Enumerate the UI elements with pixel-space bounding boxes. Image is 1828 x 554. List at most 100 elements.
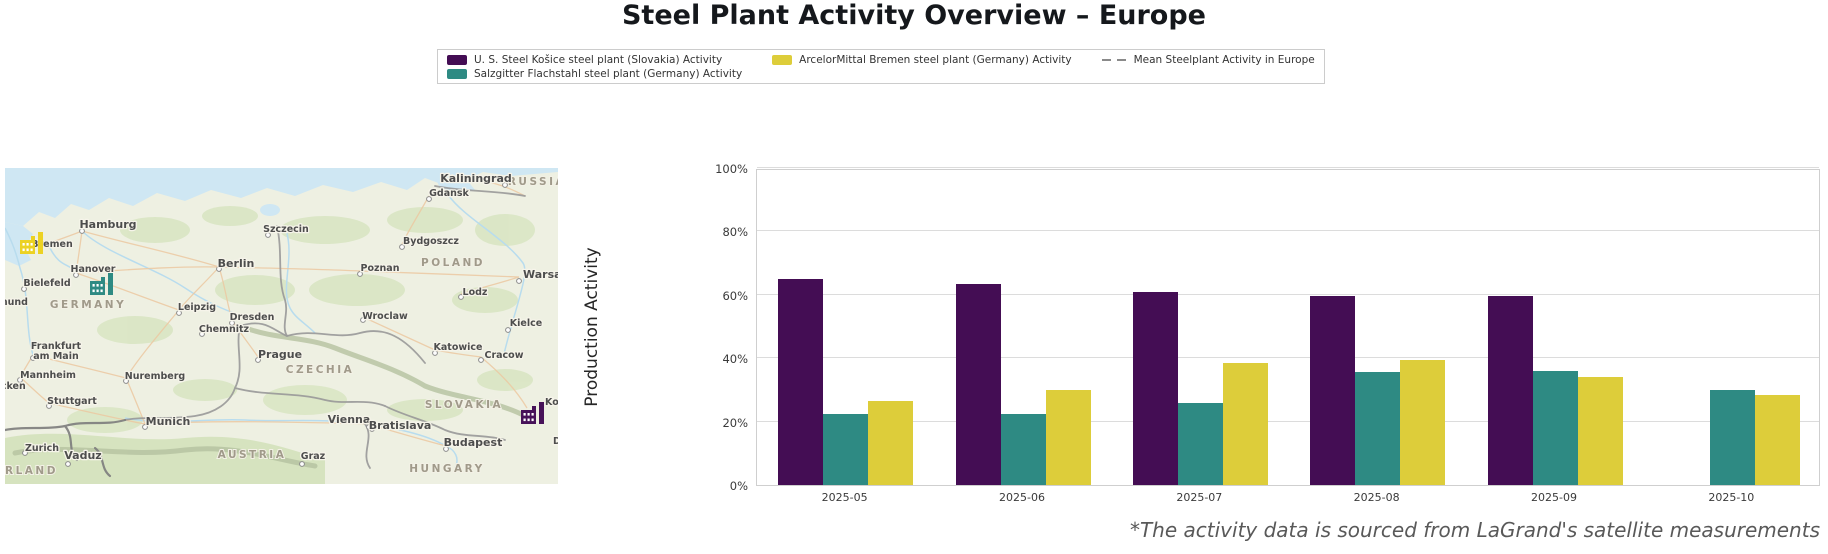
bar bbox=[1487, 296, 1533, 485]
city-label: Saarbrucken bbox=[5, 381, 26, 392]
city-label: Dortmund bbox=[5, 297, 28, 308]
city-label: Gdansk bbox=[429, 188, 469, 199]
city-label: Mannheim bbox=[20, 370, 76, 381]
bar bbox=[1577, 377, 1623, 485]
legend-item: U. S. Steel Košice steel plant (Slovakia… bbox=[447, 54, 742, 66]
city-label: Warsaw bbox=[523, 268, 558, 281]
country-label: RUSSIA bbox=[508, 176, 558, 188]
city-label: Hanover bbox=[71, 264, 116, 275]
factory-window bbox=[96, 284, 99, 287]
gridline bbox=[757, 167, 1819, 168]
city-label: Katowice bbox=[434, 342, 483, 353]
x-tick-label: 2025-09 bbox=[1531, 491, 1577, 504]
city-dot bbox=[65, 461, 71, 467]
city-label: Bielefeld bbox=[23, 278, 70, 289]
city-dot bbox=[79, 228, 85, 234]
city-dot bbox=[478, 357, 484, 363]
city-dot bbox=[516, 278, 522, 284]
legend-color-patch bbox=[447, 68, 467, 79]
factory-building bbox=[521, 410, 536, 424]
city-dot bbox=[142, 424, 148, 430]
city-dot bbox=[432, 350, 438, 356]
legend-item: ArcelorMittal Bremen steel plant (German… bbox=[772, 53, 1072, 66]
map-base-layers bbox=[5, 168, 558, 484]
factory-building bbox=[90, 281, 105, 295]
legend-item-label: ArcelorMittal Bremen steel plant (German… bbox=[799, 53, 1072, 66]
city-dot bbox=[399, 244, 405, 250]
y-tick-label: 40% bbox=[722, 352, 748, 367]
city-dot bbox=[46, 403, 52, 409]
city-dot bbox=[357, 271, 363, 277]
factory-window bbox=[92, 289, 95, 293]
city-dot bbox=[17, 377, 23, 383]
city-label: Kosice bbox=[545, 397, 558, 408]
city-dot bbox=[360, 317, 366, 323]
city-label: Bydgoszcz bbox=[403, 236, 459, 247]
factory-window bbox=[30, 248, 33, 252]
x-tick-label: 2025-06 bbox=[999, 491, 1045, 504]
bar-chart-plot-area bbox=[756, 167, 1820, 486]
bar bbox=[868, 401, 914, 485]
city-label: Munich bbox=[146, 415, 191, 428]
factory-window bbox=[527, 413, 530, 416]
x-axis-ticks: 2025-05 2025-06 2025-07 2025-08 2025-09 2025-… bbox=[756, 491, 1820, 507]
bar bbox=[1132, 291, 1178, 485]
city-dot bbox=[229, 320, 235, 326]
bar bbox=[1400, 359, 1446, 485]
y-tick-label: 80% bbox=[722, 225, 748, 240]
bar bbox=[1754, 394, 1800, 485]
city-dot bbox=[73, 272, 79, 278]
page-title: Steel Plant Activity Overview – Europe bbox=[621, 0, 1206, 31]
country-label: CZECHIA bbox=[286, 364, 355, 376]
europe-map: GERMANY POLAND CZECHIA SLOVAKIA AUSTRIA HUNGA… bbox=[5, 168, 558, 484]
city-label: Prague bbox=[258, 348, 302, 361]
city-label: Poznan bbox=[361, 263, 400, 274]
gridline bbox=[757, 357, 1819, 359]
city-label: Graz bbox=[301, 451, 326, 462]
factory-window bbox=[531, 418, 534, 422]
bar bbox=[823, 413, 869, 485]
factory-building bbox=[20, 240, 35, 254]
bar bbox=[1045, 389, 1091, 485]
city-dot bbox=[458, 294, 464, 300]
factory-window bbox=[523, 413, 526, 416]
city-label: Bremen bbox=[31, 239, 73, 250]
legend-color-patch bbox=[772, 54, 793, 65]
steel-plant-factory-icon bbox=[521, 402, 544, 424]
y-tick-label: 60% bbox=[722, 288, 748, 303]
city-label: Leipzig bbox=[178, 302, 216, 313]
city-label: Nuremberg bbox=[125, 371, 185, 382]
bar bbox=[955, 283, 1001, 485]
country-label: SWITZERLAND bbox=[5, 465, 58, 477]
factory-window bbox=[26, 243, 29, 246]
country-label: POLAND bbox=[421, 257, 485, 269]
country-label: GERMANY bbox=[50, 299, 126, 311]
legend-item-label: U. S. Steel Košice steel plant (Slovakia… bbox=[474, 53, 723, 66]
map-canvas: GERMANY POLAND CZECHIA SLOVAKIA AUSTRIA HUNGA… bbox=[5, 168, 558, 484]
city-dot bbox=[199, 331, 205, 337]
factory-window bbox=[523, 418, 526, 422]
city-dot bbox=[299, 461, 305, 467]
x-tick-label: 2025-08 bbox=[1353, 491, 1400, 504]
bar bbox=[1222, 362, 1268, 485]
factory-window bbox=[527, 418, 530, 422]
legend-dashed-line-marker bbox=[1101, 58, 1127, 61]
city-label: Cracow bbox=[484, 350, 523, 361]
legend-item-label: Mean Steelplant Activity in Europe bbox=[1133, 53, 1315, 66]
city-dot bbox=[22, 450, 28, 456]
factory-window bbox=[531, 413, 534, 416]
bar bbox=[1310, 296, 1356, 485]
factory-window bbox=[22, 243, 25, 246]
bar bbox=[1000, 413, 1046, 485]
y-tick-label: 100% bbox=[715, 162, 748, 176]
footnote: *The activity data is sourced from LaGra… bbox=[1129, 518, 1820, 542]
bar bbox=[778, 278, 824, 485]
legend-item: Mean Steelplant Activity in Europe bbox=[1101, 53, 1315, 66]
city-label: Stuttgart bbox=[47, 396, 97, 407]
city-dot bbox=[265, 232, 271, 238]
city-label: Wroclaw bbox=[362, 311, 408, 322]
city-dot bbox=[30, 355, 36, 361]
city-dot bbox=[502, 182, 508, 188]
factory-window bbox=[100, 284, 103, 287]
x-tick-label: 2025-10 bbox=[1708, 491, 1755, 504]
